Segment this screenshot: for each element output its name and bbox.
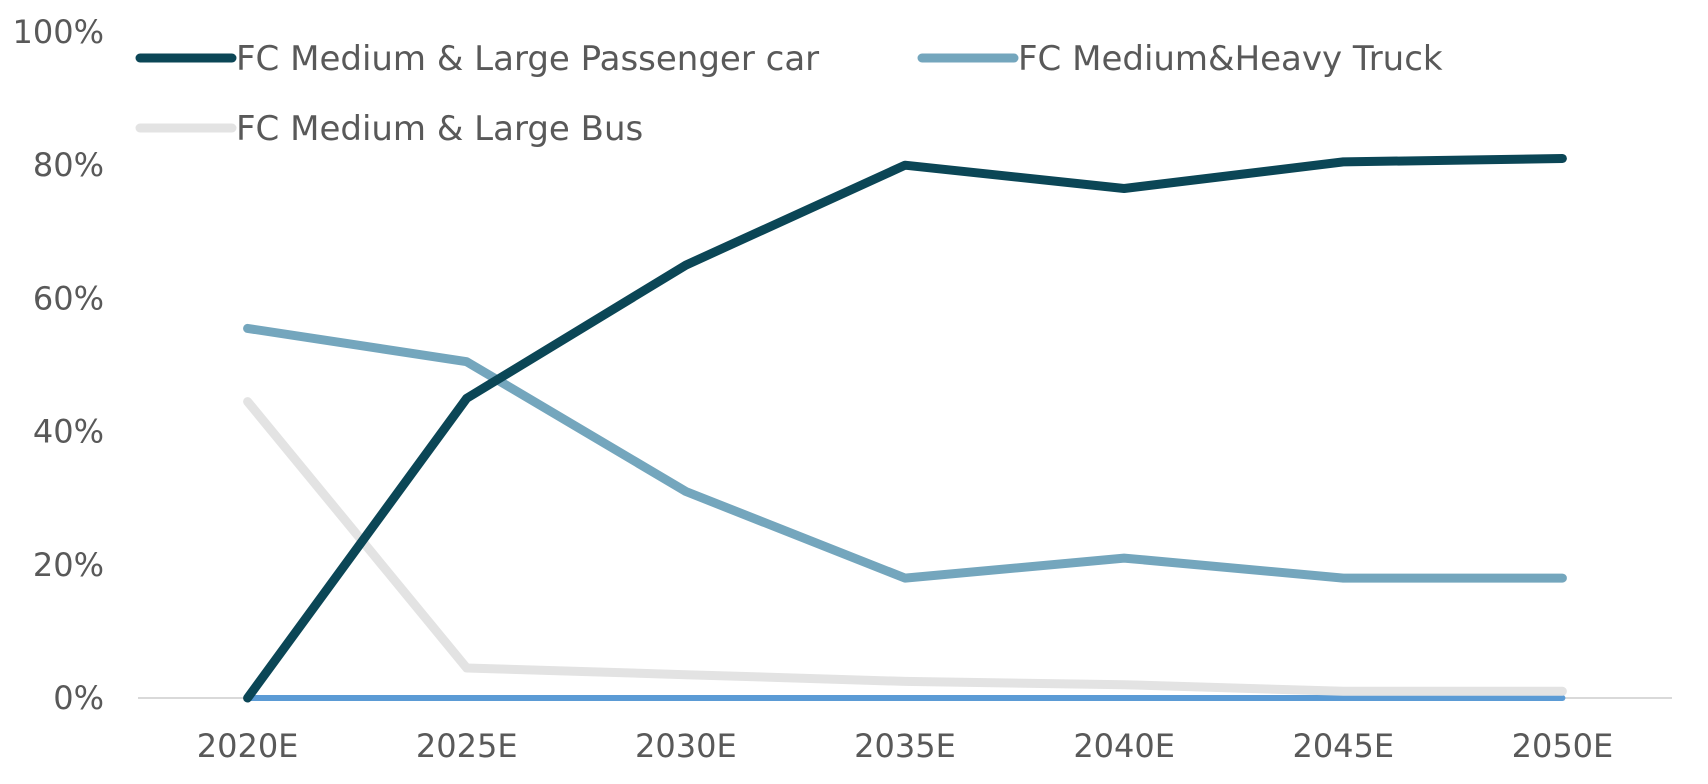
series-line <box>243 397 1567 696</box>
x-tick-label: 2035E <box>854 727 956 765</box>
y-tick-label: 100% <box>13 13 104 51</box>
x-axis-tick-labels: 2020E 2025E 2030E 2035E 2040E 2045E 2050E <box>197 727 1614 765</box>
x-tick-label: 2040E <box>1073 727 1175 765</box>
series-lines <box>243 154 1567 703</box>
series-line <box>243 154 1567 703</box>
y-tick-label: 20% <box>33 546 104 584</box>
y-axis-tick-labels: 0% 20% 40% 60% 80% 100% <box>13 13 104 717</box>
legend-label: FC Medium & Large Passenger car <box>236 39 819 79</box>
y-tick-label: 60% <box>33 279 104 317</box>
x-tick-label: 2045E <box>1292 727 1394 765</box>
y-tick-label: 80% <box>33 146 104 184</box>
x-tick-label: 2050E <box>1512 727 1614 765</box>
legend-label: FC Medium&Heavy Truck <box>1018 39 1443 79</box>
series-line <box>243 323 1567 583</box>
y-tick-label: 40% <box>33 413 104 451</box>
legend: FC Medium & Large Passenger car FC Medium… <box>135 39 1443 149</box>
x-tick-label: 2030E <box>635 727 737 765</box>
y-tick-label: 0% <box>53 679 104 717</box>
x-tick-label: 2020E <box>197 727 299 765</box>
legend-label: FC Medium & Large Bus <box>236 109 643 149</box>
x-tick-label: 2025E <box>416 727 518 765</box>
